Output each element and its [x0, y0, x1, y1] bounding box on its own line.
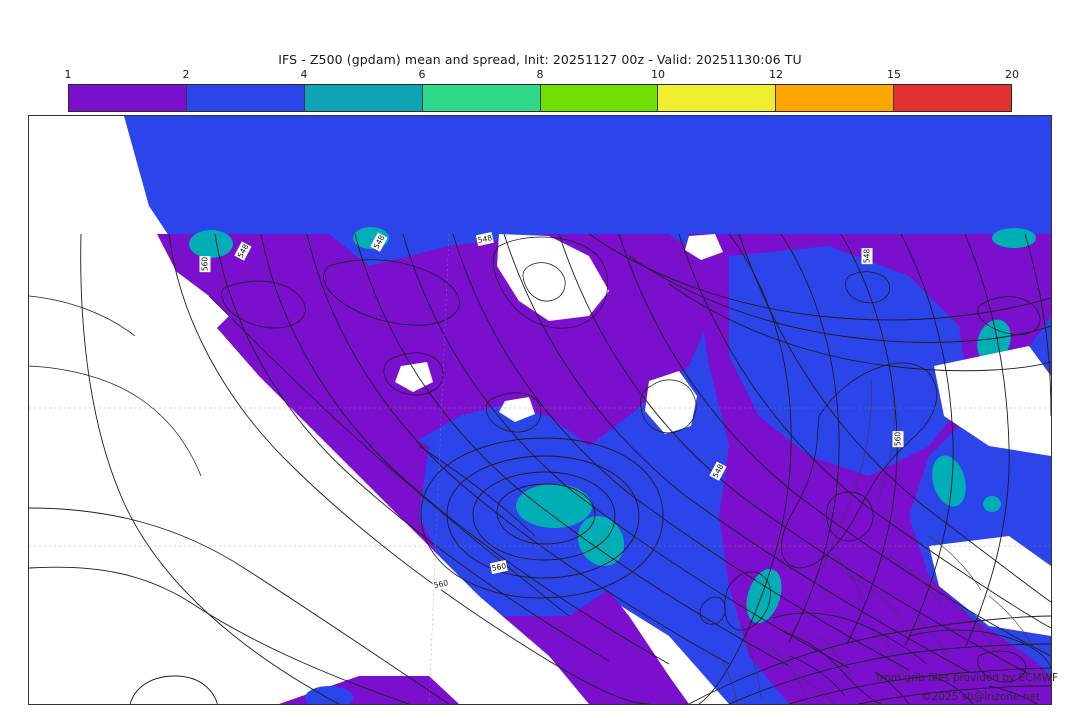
spread-band-blue-lowcentre	[419, 436, 649, 616]
spread-hole-northsea	[685, 234, 723, 260]
colorbar-band-8	[893, 85, 1011, 111]
map-canvas	[29, 116, 1051, 704]
contour-label-560-0: 560	[199, 255, 211, 273]
spread-band-teal-topright	[992, 228, 1036, 248]
colorbar: 1 2 4 6 8 10 12 15 20	[65, 68, 1019, 112]
colorbar-band-4	[421, 85, 540, 111]
spread-filled-contours	[29, 116, 1051, 704]
contour-label-548-4: 548	[861, 247, 873, 265]
colorbar-tick-1: 1	[64, 68, 72, 81]
spread-hole-greenland	[497, 234, 609, 321]
colorbar-bands	[68, 84, 1012, 112]
colorbar-tick-20: 20	[1005, 68, 1019, 81]
colorbar-tick-10: 10	[651, 68, 665, 81]
colorbar-tick-15: 15	[887, 68, 901, 81]
coastlines-layer	[29, 233, 1051, 704]
colorbar-tick-2: 2	[182, 68, 190, 81]
spread-band-teal-nw	[189, 230, 233, 258]
colorbar-tick-6: 6	[418, 68, 426, 81]
colorbar-band-5	[539, 85, 658, 111]
spread-band-teal-baltic	[746, 568, 782, 624]
spread-band-teal-farne	[983, 496, 1001, 512]
geopotential-contour-lines	[29, 233, 1051, 704]
map-plot-area: 560 548 548 548 548 560 548 560 560	[28, 115, 1052, 705]
colorbar-tick-4: 4	[300, 68, 308, 81]
colorbar-band-2	[185, 85, 304, 111]
colorbar-band-7	[775, 85, 894, 111]
colorbar-band-3	[303, 85, 422, 111]
colorbar-band-1	[69, 85, 186, 111]
spread-hole-hudson	[499, 397, 535, 422]
spread-band-blue-southedge	[305, 686, 353, 704]
spread-band-teal-center	[516, 484, 592, 528]
colorbar-tick-labels: 1 2 4 6 8 10 12 15 20	[64, 67, 1020, 83]
credit-copyright: ©2025 sb@irizone.net	[921, 691, 1040, 703]
colorbar-band-6	[657, 85, 776, 111]
spread-hole-iceland	[645, 371, 697, 434]
spread-hole-east	[934, 346, 1051, 456]
colorbar-tick-8: 8	[536, 68, 544, 81]
colorbar-tick-12: 12	[769, 68, 783, 81]
contour-label-560-5: 560	[892, 430, 904, 448]
spread-hole-southeast	[929, 536, 1051, 636]
spread-band-teal-scandi	[932, 455, 966, 507]
credit-source: from grib files provided by ECMWF	[876, 672, 1058, 684]
spread-band-blue-norwegian	[729, 246, 969, 476]
page-title: IFS - Z500 (gpdam) mean and spread, Init…	[278, 52, 802, 67]
